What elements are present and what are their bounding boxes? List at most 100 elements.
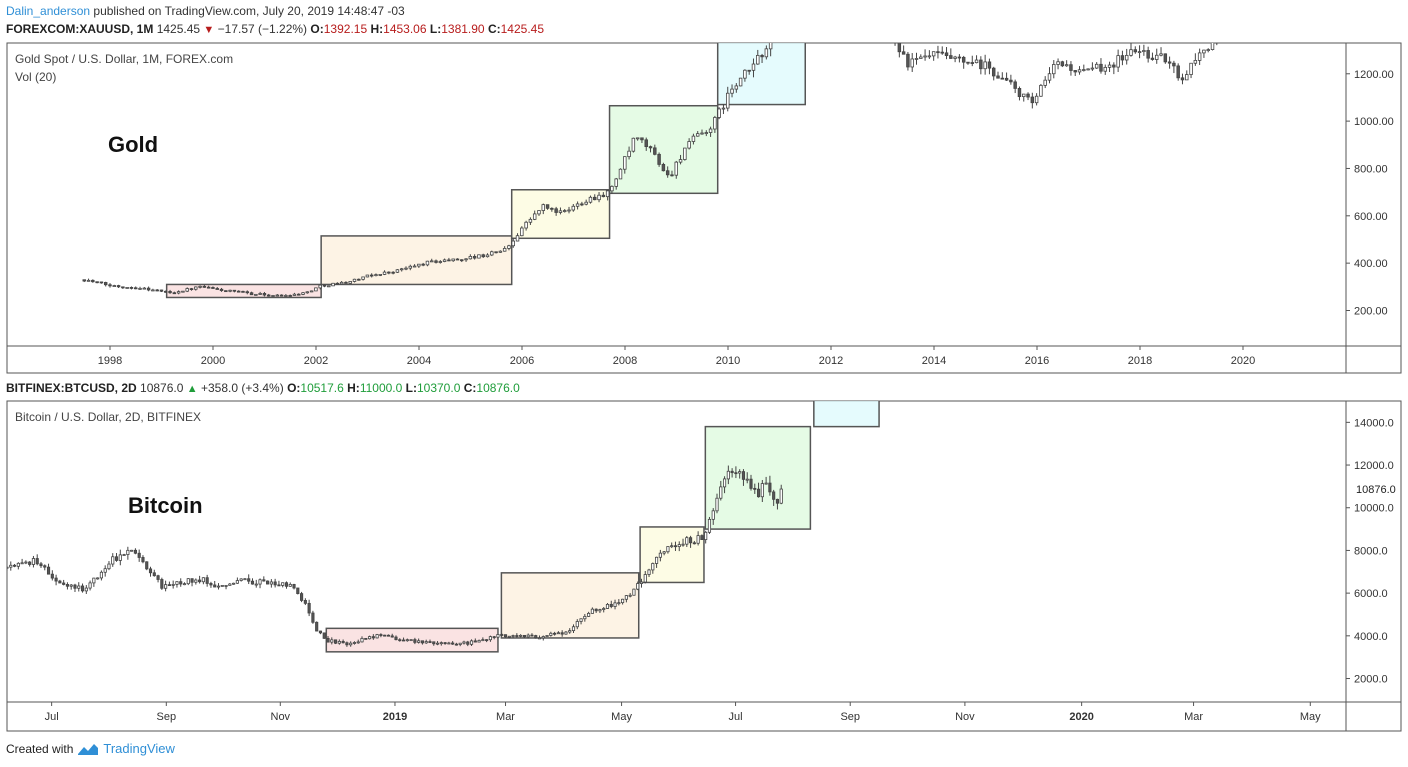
gold-low-label: L: bbox=[429, 22, 442, 36]
candle bbox=[496, 634, 500, 638]
candle bbox=[69, 584, 73, 587]
gold-chart[interactable]: 200.00 400.00 600.00 800.00 1000.00 1200.00 19… bbox=[0, 40, 1408, 375]
candle bbox=[292, 583, 296, 589]
candle bbox=[148, 568, 153, 574]
candle bbox=[726, 470, 730, 480]
candle bbox=[327, 285, 331, 288]
candle bbox=[460, 259, 464, 262]
candle bbox=[182, 583, 187, 586]
candle bbox=[974, 59, 979, 64]
author-link[interactable]: Dalin_anderson bbox=[6, 4, 91, 18]
candle bbox=[670, 545, 674, 548]
candle bbox=[468, 256, 473, 260]
range-box-4[interactable] bbox=[704, 425, 812, 530]
candle bbox=[111, 556, 115, 565]
candle bbox=[1116, 55, 1120, 68]
candle bbox=[112, 285, 117, 287]
candle bbox=[639, 581, 644, 584]
candle bbox=[1163, 53, 1168, 63]
candle bbox=[224, 584, 228, 587]
btc-symbol[interactable]: BITFINEX:BTCUSD, 2D bbox=[6, 381, 137, 395]
candle bbox=[469, 640, 474, 645]
candle bbox=[247, 578, 251, 582]
candle bbox=[481, 254, 485, 258]
candle bbox=[1043, 79, 1047, 86]
candle bbox=[734, 472, 738, 475]
candle bbox=[717, 108, 721, 118]
candle bbox=[254, 293, 258, 296]
candle bbox=[39, 563, 43, 567]
candle bbox=[936, 51, 940, 54]
candle bbox=[1004, 77, 1009, 81]
candle bbox=[91, 279, 95, 283]
candle bbox=[779, 488, 783, 504]
candle bbox=[1039, 84, 1043, 97]
btc-close-label: C: bbox=[463, 381, 477, 395]
x-tick-label: Jul bbox=[45, 711, 59, 723]
candle bbox=[571, 626, 576, 632]
down-arrow-icon: ▼ bbox=[203, 24, 215, 36]
candle bbox=[632, 588, 636, 596]
last-price-label: 10876.0 bbox=[1356, 484, 1396, 496]
candle bbox=[991, 67, 996, 77]
candle bbox=[700, 132, 704, 135]
candle bbox=[897, 43, 902, 53]
btc-high-label: H: bbox=[347, 381, 360, 395]
x-tick-label: 2010 bbox=[716, 355, 740, 367]
range-box-2[interactable] bbox=[320, 235, 513, 286]
candle bbox=[485, 639, 489, 642]
candle bbox=[46, 566, 51, 575]
candle bbox=[159, 289, 164, 292]
candle bbox=[249, 292, 254, 296]
candle bbox=[571, 205, 576, 211]
gold-close-value: 1425.45 bbox=[500, 22, 545, 36]
range-box-5[interactable] bbox=[813, 384, 880, 428]
range-box-3[interactable] bbox=[639, 526, 705, 584]
gold-low-value: 1381.90 bbox=[441, 22, 485, 36]
gold-symbol-legend: FOREXCOM:XAUUSD, 1M 1425.45 ▼ −17.57 (−1… bbox=[6, 22, 544, 36]
candle bbox=[658, 552, 662, 558]
candle bbox=[62, 582, 66, 585]
gold-close-label: C: bbox=[487, 22, 501, 36]
range-box-5[interactable] bbox=[716, 42, 807, 106]
candle bbox=[65, 584, 69, 587]
btc-chart[interactable]: 2000.0 4000.0 6000.0 8000.0 10000.0 12000.0 14… bbox=[0, 398, 1408, 733]
gold-symbol[interactable]: FOREXCOM:XAUUSD, 1M bbox=[6, 22, 154, 36]
candle bbox=[266, 580, 270, 585]
tradingview-brand[interactable]: TradingView bbox=[103, 741, 175, 756]
candle bbox=[209, 583, 213, 586]
candle bbox=[206, 286, 211, 289]
range-box-4[interactable] bbox=[608, 104, 719, 195]
candle bbox=[541, 204, 546, 211]
candle bbox=[292, 293, 297, 296]
up-arrow-icon: ▲ bbox=[186, 383, 198, 395]
candle bbox=[164, 290, 168, 293]
candle bbox=[118, 554, 122, 561]
candle bbox=[133, 549, 137, 554]
candle bbox=[107, 563, 111, 570]
btc-close-value: 10876.0 bbox=[476, 381, 520, 395]
candle bbox=[644, 139, 648, 148]
candle bbox=[966, 61, 970, 64]
gold-last-price: 1425.45 bbox=[156, 22, 201, 36]
candle bbox=[390, 635, 394, 638]
candle bbox=[424, 641, 428, 644]
candle bbox=[685, 537, 689, 545]
candle bbox=[288, 583, 292, 587]
candle bbox=[146, 287, 151, 291]
candle bbox=[258, 579, 262, 585]
candle bbox=[550, 207, 554, 210]
candle bbox=[590, 608, 594, 614]
candle bbox=[243, 578, 247, 581]
candle bbox=[82, 279, 86, 282]
candle bbox=[326, 637, 330, 643]
candle bbox=[322, 632, 326, 639]
candle bbox=[190, 578, 194, 583]
candle bbox=[760, 54, 764, 58]
candle bbox=[713, 117, 717, 130]
candle bbox=[31, 558, 36, 565]
x-tick-label: Sep bbox=[157, 711, 177, 723]
candle bbox=[558, 210, 563, 213]
btc-change: +358.0 (+3.4%) bbox=[200, 381, 284, 395]
candle bbox=[297, 293, 301, 296]
